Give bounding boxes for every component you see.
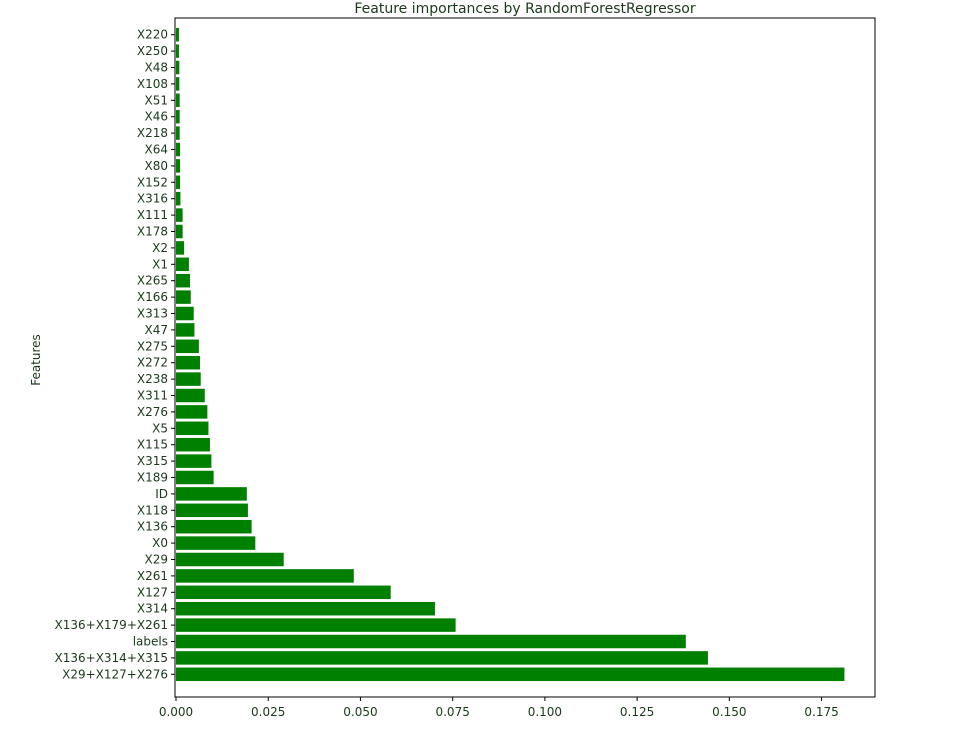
bar-x261 bbox=[176, 569, 354, 583]
y-tick-label: X238 bbox=[137, 372, 168, 386]
bar-id bbox=[176, 487, 247, 501]
bar-x250 bbox=[176, 44, 179, 58]
y-tick-label: X315 bbox=[137, 454, 168, 468]
y-tick-label: X276 bbox=[137, 405, 168, 419]
y-tick-label: X218 bbox=[137, 126, 168, 140]
y-tick-label: X115 bbox=[137, 438, 168, 452]
x-tick-label: 0.150 bbox=[712, 705, 746, 719]
y-tick-label: X47 bbox=[145, 323, 169, 337]
bar-x127 bbox=[176, 585, 391, 600]
bars-group bbox=[176, 27, 845, 682]
bar-x136 bbox=[176, 519, 252, 534]
y-tick-label: X272 bbox=[137, 356, 168, 370]
y-tick-label: X80 bbox=[145, 159, 169, 173]
bar-x0 bbox=[176, 536, 256, 550]
y-tick-label: X64 bbox=[145, 143, 169, 157]
x-tick-label: 0.175 bbox=[804, 705, 838, 719]
y-tick-label: X51 bbox=[145, 93, 169, 107]
bar-x136-x179-x261 bbox=[176, 618, 456, 632]
bar-x265 bbox=[176, 273, 191, 288]
x-ticks-group: 0.000 0.025 0.050 0.075 0.100 0.125 0.150 0.175 bbox=[159, 697, 839, 719]
y-ticks-group: X220 X250 X48 X108 X51 X46 X218 X64 X80 X152 X316 X… bbox=[55, 28, 175, 681]
y-tick-label: X136 bbox=[137, 520, 168, 534]
y-tick-label: X316 bbox=[137, 192, 168, 206]
bar-x5 bbox=[176, 421, 209, 436]
bar-x48 bbox=[176, 60, 180, 75]
bar-x316 bbox=[176, 191, 181, 206]
bar-x272 bbox=[176, 355, 200, 370]
bar-x111 bbox=[176, 208, 183, 222]
y-tick-label: X311 bbox=[137, 389, 168, 403]
bar-x313 bbox=[176, 306, 194, 321]
y-tick-label: X265 bbox=[137, 274, 168, 288]
y-tick-label: X108 bbox=[137, 77, 168, 91]
y-tick-label: X189 bbox=[137, 471, 168, 485]
y-tick-label: X48 bbox=[145, 61, 169, 75]
bar-x220 bbox=[176, 27, 179, 42]
y-tick-label: X314 bbox=[137, 602, 168, 616]
bar-x2 bbox=[176, 241, 185, 255]
bar-x166 bbox=[176, 290, 191, 304]
x-tick-label: 0.075 bbox=[435, 705, 469, 719]
bar-x29-x127-x276 bbox=[176, 667, 845, 682]
bar-x178 bbox=[176, 224, 183, 239]
y-tick-label: X2 bbox=[152, 241, 168, 255]
bar-x64 bbox=[176, 142, 181, 157]
bar-x118 bbox=[176, 503, 248, 518]
y-tick-label: X127 bbox=[137, 585, 168, 599]
y-tick-label: X29+X127+X276 bbox=[62, 667, 168, 681]
x-tick-label: 0.050 bbox=[343, 705, 377, 719]
bar-x311 bbox=[176, 388, 205, 403]
y-tick-label: X111 bbox=[137, 208, 168, 222]
x-tick-label: 0.100 bbox=[528, 705, 562, 719]
x-tick-label: 0.025 bbox=[251, 705, 285, 719]
bar-x314 bbox=[176, 601, 435, 616]
bar-x152 bbox=[176, 175, 181, 190]
y-tick-label: X0 bbox=[152, 536, 168, 550]
bar-x1 bbox=[176, 257, 189, 272]
y-tick-label: labels bbox=[133, 635, 168, 649]
x-tick-label: 0.125 bbox=[620, 705, 654, 719]
y-tick-label: X5 bbox=[152, 421, 168, 435]
y-tick-label: X136+X314+X315 bbox=[55, 651, 168, 665]
bar-x47 bbox=[176, 323, 195, 337]
plot-frame bbox=[174, 17, 876, 698]
chart-title: Feature importances by RandomForestRegre… bbox=[354, 1, 695, 17]
y-tick-label: X29 bbox=[145, 553, 169, 567]
bar-x29 bbox=[176, 552, 284, 567]
y-tick-label: X313 bbox=[137, 307, 168, 321]
y-tick-label: X178 bbox=[137, 225, 168, 239]
y-tick-label: X261 bbox=[137, 569, 168, 583]
y-tick-label: X250 bbox=[137, 44, 168, 58]
y-tick-label: X1 bbox=[152, 257, 168, 271]
y-tick-label: X152 bbox=[137, 175, 168, 189]
bar-x136-x314-x315 bbox=[176, 651, 708, 665]
bar-x238 bbox=[176, 372, 201, 386]
y-tick-label: X166 bbox=[137, 290, 168, 304]
y-tick-label: X220 bbox=[137, 28, 168, 42]
bar-x189 bbox=[176, 470, 214, 485]
bar-x46 bbox=[176, 109, 180, 124]
bar-x275 bbox=[176, 339, 199, 354]
bar-labels bbox=[176, 634, 686, 649]
x-tick-label: 0.000 bbox=[159, 705, 193, 719]
y-tick-label: X46 bbox=[145, 110, 169, 124]
bar-x315 bbox=[176, 454, 212, 468]
bar-x218 bbox=[176, 126, 180, 140]
bar-x276 bbox=[176, 405, 208, 419]
y-tick-label: X136+X179+X261 bbox=[55, 618, 168, 632]
bar-x80 bbox=[176, 159, 181, 173]
y-tick-label: X275 bbox=[137, 339, 168, 353]
y-tick-label: ID bbox=[155, 487, 168, 501]
y-tick-label: X118 bbox=[137, 503, 168, 517]
y-axis-label: Features bbox=[29, 334, 43, 386]
bar-x51 bbox=[176, 93, 180, 108]
bar-x115 bbox=[176, 437, 210, 452]
bar-x108 bbox=[176, 77, 180, 91]
